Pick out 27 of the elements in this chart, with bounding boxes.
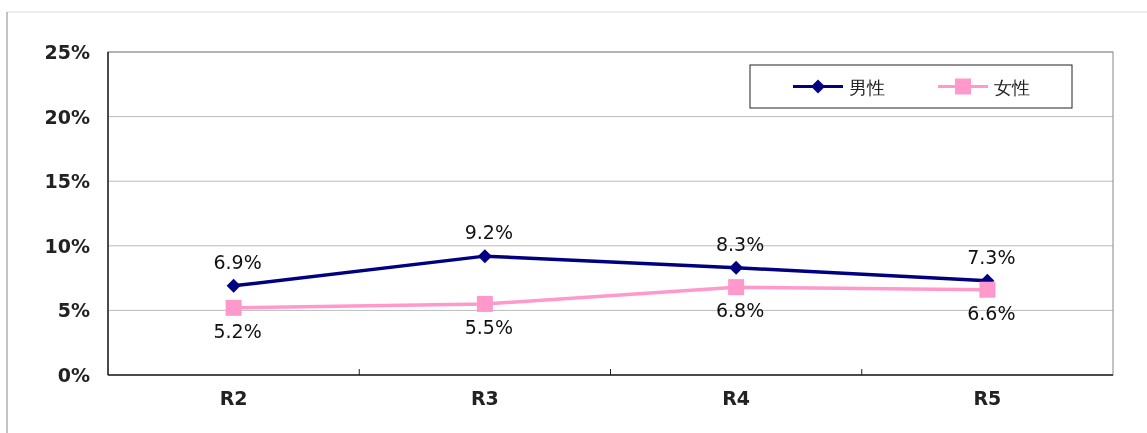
data-label: 8.3% — [715, 232, 765, 255]
y-tick-label: 15% — [44, 170, 90, 193]
point — [979, 281, 996, 298]
y-tick-label: 10% — [44, 234, 90, 257]
data-label: 5.2% — [213, 319, 262, 342]
y-tick-label: 5% — [57, 299, 90, 322]
point — [225, 299, 242, 316]
y-tick-label: 20% — [44, 105, 90, 128]
data-label: 9.2% — [464, 221, 514, 244]
point — [728, 279, 745, 296]
legend-label: 女性 — [994, 76, 1030, 98]
data-label: 6.9% — [213, 250, 262, 273]
point — [476, 295, 493, 312]
data-label: 7.3% — [967, 245, 1016, 268]
point — [729, 260, 744, 275]
data-label: 5.5% — [464, 315, 514, 338]
data-label: 6.6% — [967, 301, 1016, 324]
x-tick-label: R2 — [219, 387, 248, 409]
x-tick-label: R4 — [722, 387, 751, 409]
point — [477, 249, 492, 264]
legend-label: 男性 — [849, 76, 885, 98]
point — [226, 278, 241, 293]
y-tick-label: 25% — [44, 41, 90, 63]
y-tick-label: 0% — [57, 364, 90, 386]
x-tick-label: R3 — [470, 387, 499, 409]
x-tick-label: R5 — [973, 387, 1002, 409]
data-label: 6.8% — [715, 299, 765, 322]
